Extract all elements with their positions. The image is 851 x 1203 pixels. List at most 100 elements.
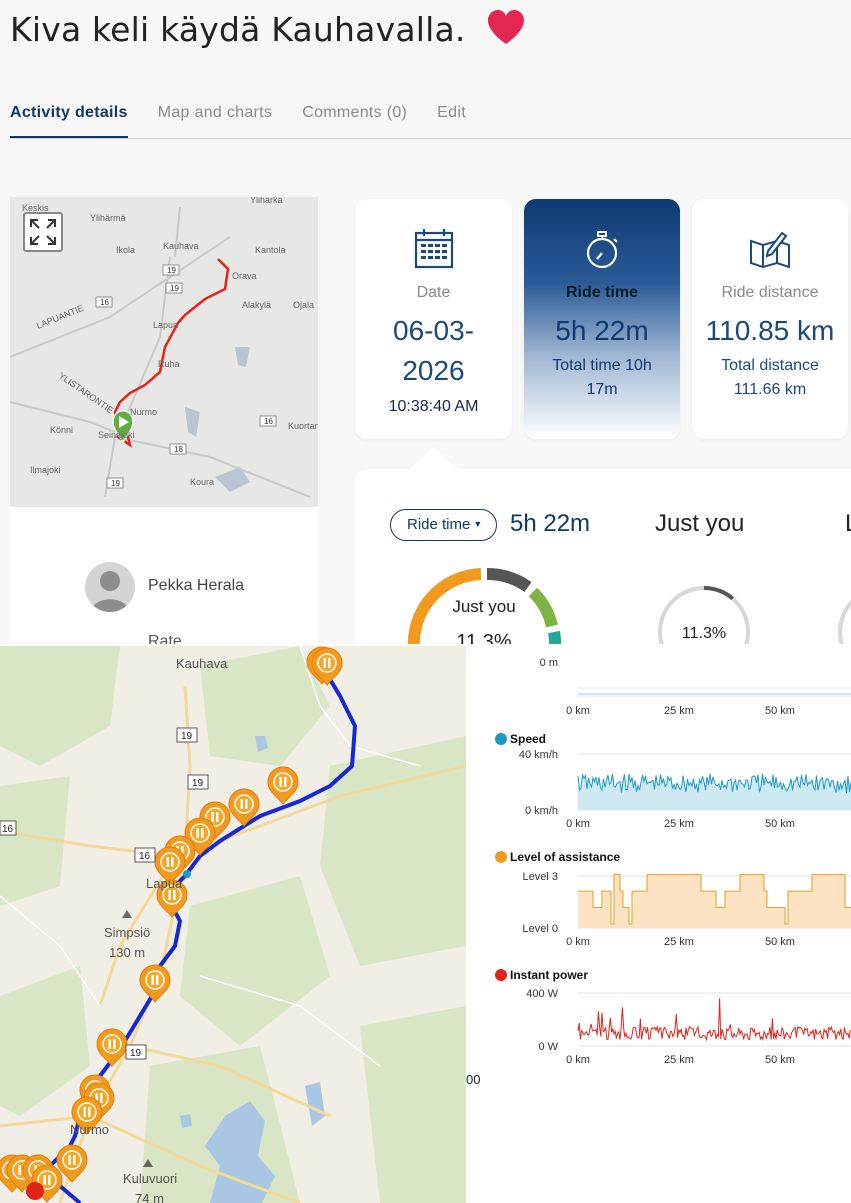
tab-edit[interactable]: Edit	[437, 104, 466, 121]
map-road-shield: 19	[192, 778, 204, 789]
map-place-label: Lapua	[146, 876, 183, 891]
x-tick-label: 25 km	[664, 705, 694, 717]
map-road-shield: 19	[181, 731, 193, 742]
chart-title: Instant power	[510, 968, 588, 982]
map-road-shield: 19	[130, 1048, 142, 1059]
calendar-icon	[414, 229, 453, 269]
series-dot	[495, 851, 507, 863]
date-time: 10:38:40 AM	[388, 398, 479, 415]
peak-icon	[143, 1159, 153, 1167]
total-time-line1: Total time 10h	[552, 357, 652, 374]
mini-route-map[interactable]: Keskis Ylihärmä Ylihärkä Kauhava Kantola…	[10, 197, 318, 507]
pause-marker[interactable]	[56, 1144, 88, 1183]
pause-marker[interactable]	[311, 647, 343, 686]
cut-off-circle	[838, 599, 851, 646]
ride-time-card[interactable]: Ride time 5h 22m Total time 10h 17m	[524, 199, 680, 439]
percent-arc	[703, 586, 734, 601]
assistance-area	[578, 874, 851, 928]
map-road-shield: 16	[139, 851, 151, 862]
date-value-line2: 2026	[402, 355, 465, 386]
y-tick-label: 40 km/h	[519, 749, 558, 761]
series-line	[578, 874, 851, 925]
circle-value: 11.3%	[682, 625, 726, 642]
mini-map-place-label: Ikola	[116, 245, 135, 255]
pause-marker[interactable]	[96, 1028, 128, 1067]
x-tick-label: 0 km	[566, 1054, 590, 1066]
speed-area	[578, 773, 851, 810]
y-tick-label: 0 m	[540, 658, 558, 669]
title-row: Kiva keli käydä Kauhavalla.	[10, 8, 526, 49]
ride-distance-label: Ride distance	[721, 284, 819, 301]
pause-marker[interactable]	[71, 1096, 103, 1135]
x-tick-label: 0 km	[566, 818, 590, 830]
mini-map-road-shield: 18	[174, 445, 183, 454]
ride-distance-card[interactable]: Ride distance 110.85 km Total distance 1…	[692, 199, 848, 439]
mini-map-road-shield: 19	[111, 479, 120, 488]
map-place-label: Nurmo	[70, 1122, 109, 1137]
tab-comments[interactable]: Comments (0)	[302, 104, 408, 121]
mini-map-place-label: Kantola	[255, 245, 286, 255]
avatar[interactable]	[85, 562, 135, 612]
x-tick-label: 50 km	[765, 936, 795, 948]
route-map[interactable]: Kauhava Lapua Simpsiö 130 m Nurmo Kuluvu…	[0, 646, 466, 1203]
map-place-label: Simpsiö	[104, 925, 150, 940]
mini-map-place-label: Koura	[190, 477, 214, 487]
compare-title: Just you	[655, 510, 745, 537]
caret-down-icon: ▼	[473, 519, 483, 529]
pause-marker[interactable]	[154, 846, 186, 885]
heart-icon[interactable]	[486, 8, 526, 48]
mini-map-place-label: Kuortan	[288, 421, 318, 431]
ride-time-value: 5h 22m	[555, 315, 649, 346]
mini-map-road-shield: 16	[264, 417, 273, 426]
tab-activity-details[interactable]: Activity details	[10, 104, 128, 138]
x-tick-label: 0 km	[566, 705, 590, 717]
metric-dropdown[interactable]: Ride time ▼	[390, 509, 497, 541]
map-place-label: Kauhava	[176, 656, 228, 671]
profile-name[interactable]: Pekka Herala	[148, 577, 245, 594]
finish-marker[interactable]	[26, 1182, 44, 1200]
y-tick-label: 400 W	[526, 988, 558, 1000]
y-tick-label: Level 3	[523, 871, 558, 883]
user-icon	[91, 571, 129, 612]
mini-map-road-shield: 19	[170, 284, 179, 293]
series-line	[577, 998, 851, 1042]
pause-marker[interactable]	[139, 964, 171, 1003]
series-line	[577, 772, 851, 794]
mini-map-place-label: Ruha	[158, 359, 180, 369]
map-pencil-icon	[750, 231, 790, 269]
tab-map-and-charts[interactable]: Map and charts	[157, 104, 273, 121]
peak-icon	[122, 910, 132, 918]
pause-marker[interactable]	[156, 879, 188, 918]
mini-map-place-label: Könni	[50, 425, 73, 435]
ride-distance-value: 110.85 km	[705, 315, 835, 346]
mini-map-place-label: Lapua	[153, 320, 178, 330]
x-tick-label: 0 km	[566, 936, 590, 948]
pause-marker[interactable]	[267, 766, 299, 805]
just-you-circle: 11.3%	[658, 586, 750, 646]
map-place-label: 74 m	[135, 1191, 164, 1203]
expand-icon	[30, 219, 56, 245]
map-road-shield: 16	[2, 824, 14, 835]
mini-map-road-shield: 16	[100, 298, 109, 307]
y-tick-label: Level 0	[523, 923, 558, 935]
mini-map-place-label: Ilmajoki	[30, 465, 61, 475]
x-tick-label: 50 km	[765, 705, 795, 717]
donut-value: 11.3%	[456, 631, 511, 646]
pause-marker[interactable]	[228, 788, 260, 827]
panel-pointer	[408, 447, 460, 471]
mini-map-place-label: Keskis	[22, 203, 49, 213]
stopwatch-icon	[586, 231, 618, 269]
map-place-label: Kuluvuori	[123, 1171, 177, 1186]
ride-charts: 0 m 0 km 25 km 50 km Speed 40 km/h 0 km/h 0 km 2…	[466, 658, 851, 1203]
expand-map-button[interactable]	[23, 212, 63, 252]
x-tick-label: 50 km	[765, 818, 795, 830]
mini-map-place-label: Nurmo	[130, 407, 157, 417]
pause-markers	[0, 646, 343, 1203]
mini-map-place-label: Seinäjoki	[98, 430, 135, 440]
activity-title: Kiva keli käydä Kauhavalla.	[10, 10, 466, 49]
date-value-line1: 06-03-	[393, 315, 474, 346]
series-dot	[495, 733, 507, 745]
profile-card: Pekka Herala Rate	[10, 507, 318, 646]
y-tick-label: 0 W	[538, 1041, 558, 1053]
chart-title: Level of assistance	[510, 850, 620, 864]
